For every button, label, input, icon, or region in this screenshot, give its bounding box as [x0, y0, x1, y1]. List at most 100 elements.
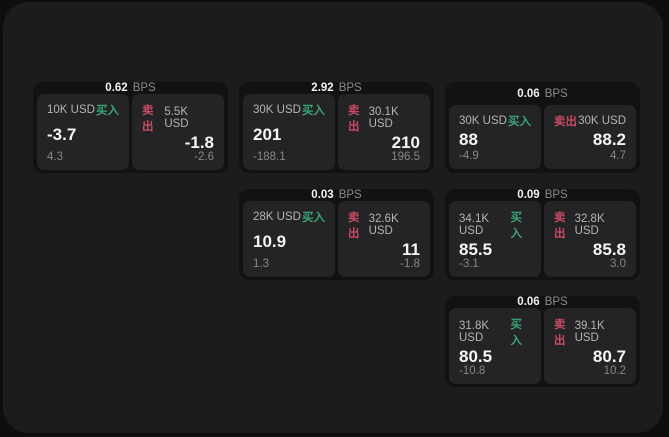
buy-delta: 4.3 — [47, 151, 63, 163]
sell-quote-tile[interactable]: 卖出 39.1K USD 80.7 10.2 — [544, 308, 636, 384]
sell-delta: -2.6 — [194, 151, 214, 163]
sell-label: 卖出 — [554, 116, 577, 128]
sell-amount: 30.1K USD — [368, 106, 399, 130]
buy-price: 88 — [459, 130, 478, 149]
buy-delta: -4.9 — [459, 150, 479, 162]
buy-delta: -3.1 — [459, 258, 479, 270]
buy-amount: 31.8K USD — [459, 320, 490, 344]
bps-unit: BPS — [544, 189, 568, 201]
card-body: 34.1K USD 买入 85.5 -3.1 卖出 32.8K USD 85.8… — [445, 201, 640, 281]
buy-quote-tile[interactable]: 28K USD 买入 10.9 1.3 — [243, 201, 335, 277]
quote-card-2: 2.92 BPS 30K USD 买入 201 -188.1 卖出 30.1K … — [239, 82, 434, 173]
buy-price: 201 — [253, 125, 282, 144]
buy-amount: 30K USD — [459, 115, 507, 127]
buy-quote-tile[interactable]: 31.8K USD 买入 80.5 -10.8 — [449, 308, 541, 384]
quote-card-6: 0.06 BPS 31.8K USD 买入 80.5 -10.8 卖出 39.1… — [445, 296, 640, 387]
main-panel: 0.62 BPS 10K USD 买入 -3.7 4.3 卖出 5.5K USD — [3, 2, 663, 433]
buy-label: 买入 — [302, 105, 325, 117]
buy-price: 80.5 — [459, 347, 493, 366]
bps-unit: BPS — [338, 82, 362, 94]
sell-price: 11 — [402, 240, 420, 259]
sell-price: 85.8 — [592, 240, 626, 259]
buy-quote-tile[interactable]: 10K USD 买入 -3.7 4.3 — [37, 94, 129, 170]
sell-amount: 30K USD — [578, 115, 626, 127]
buy-tile-top: 34.1K USD 买入 — [459, 209, 531, 241]
bps-value: 0.03 — [311, 189, 334, 201]
bps-value: 0.06 — [517, 87, 540, 100]
bps-unit: BPS — [544, 87, 568, 100]
buy-amount: 34.1K USD — [459, 213, 490, 237]
sell-tile-top: 卖出 32.6K USD — [348, 209, 420, 241]
sell-quote-tile[interactable]: 卖出 32.6K USD 11 -1.8 — [338, 201, 430, 277]
card-header: 0.06 BPS — [445, 82, 640, 105]
card-header: 0.06 BPS — [445, 296, 640, 308]
sell-delta: 196.5 — [391, 151, 420, 163]
sell-tile-top: 卖出 32.8K USD — [554, 209, 626, 241]
card-body: 31.8K USD 买入 80.5 -10.8 卖出 39.1K USD 80.… — [445, 308, 640, 388]
bps-value: 0.09 — [517, 189, 540, 201]
sell-price: -1.8 — [184, 133, 214, 152]
buy-price: 85.5 — [459, 240, 493, 259]
card-header: 0.62 BPS — [33, 82, 228, 94]
quotes-grid: 0.62 BPS 10K USD 买入 -3.7 4.3 卖出 5.5K USD — [33, 82, 640, 387]
sell-label: 卖出 — [348, 105, 360, 133]
sell-price: 80.7 — [592, 347, 626, 366]
card-header: 0.09 BPS — [445, 189, 640, 201]
bps-value: 0.62 — [105, 82, 128, 94]
buy-quote-tile[interactable]: 30K USD 买入 88 -4.9 — [449, 105, 541, 169]
buy-label: 买入 — [510, 319, 522, 347]
sell-amount: 32.6K USD — [368, 213, 399, 237]
buy-tile-top: 30K USD 买入 — [253, 102, 325, 118]
buy-tile-top: 31.8K USD 买入 — [459, 316, 531, 348]
buy-amount: 10K USD — [47, 104, 95, 116]
sell-label: 卖出 — [348, 212, 360, 240]
sell-price: 88.2 — [592, 130, 626, 149]
card-body: 10K USD 买入 -3.7 4.3 卖出 5.5K USD -1.8 -2.… — [33, 94, 228, 174]
sell-quote-tile[interactable]: 卖出 5.5K USD -1.8 -2.6 — [132, 94, 224, 170]
sell-tile-top: 卖出 39.1K USD — [554, 316, 626, 348]
quote-card-4: 0.03 BPS 28K USD 买入 10.9 1.3 卖出 32.6K US… — [239, 189, 434, 280]
buy-quote-tile[interactable]: 30K USD 买入 201 -188.1 — [243, 94, 335, 170]
card-body: 30K USD 买入 201 -188.1 卖出 30.1K USD 210 1… — [239, 94, 434, 174]
buy-amount: 30K USD — [253, 104, 301, 116]
buy-amount: 28K USD — [253, 211, 301, 223]
sell-delta: 4.7 — [610, 150, 626, 162]
buy-price: 10.9 — [253, 232, 287, 251]
sell-quote-tile[interactable]: 卖出 30K USD 88.2 4.7 — [544, 105, 636, 169]
sell-quote-tile[interactable]: 卖出 32.8K USD 85.8 3.0 — [544, 201, 636, 277]
quote-card-5: 0.09 BPS 34.1K USD 买入 85.5 -3.1 卖出 32.8K… — [445, 189, 640, 280]
quote-card-1: 0.62 BPS 10K USD 买入 -3.7 4.3 卖出 5.5K USD — [33, 82, 228, 173]
buy-label: 买入 — [302, 212, 325, 224]
sell-quote-tile[interactable]: 卖出 30.1K USD 210 196.5 — [338, 94, 430, 170]
sell-tile-top: 卖出 30K USD — [554, 113, 626, 129]
buy-delta: -188.1 — [253, 151, 286, 163]
bps-value: 2.92 — [311, 82, 334, 94]
buy-tile-top: 28K USD 买入 — [253, 209, 325, 225]
sell-label: 卖出 — [142, 105, 154, 133]
buy-price: -3.7 — [47, 125, 77, 144]
sell-label: 卖出 — [554, 212, 566, 240]
sell-tile-top: 卖出 30.1K USD — [348, 102, 420, 134]
bps-unit: BPS — [338, 189, 362, 201]
bps-value: 0.06 — [517, 296, 540, 308]
card-header: 2.92 BPS — [239, 82, 434, 94]
buy-tile-top: 30K USD 买入 — [459, 113, 531, 129]
quote-card-3: 0.06 BPS 30K USD 买入 88 -4.9 卖出 30K USD — [445, 82, 640, 173]
buy-quote-tile[interactable]: 34.1K USD 买入 85.5 -3.1 — [449, 201, 541, 277]
buy-label: 买入 — [96, 105, 119, 117]
sell-delta: -1.8 — [400, 258, 420, 270]
sell-amount: 5.5K USD — [164, 106, 189, 130]
sell-tile-top: 卖出 5.5K USD — [142, 102, 214, 134]
sell-delta: 10.2 — [603, 365, 626, 377]
sell-delta: 3.0 — [610, 258, 626, 270]
sell-amount: 39.1K USD — [574, 320, 605, 344]
card-body: 30K USD 买入 88 -4.9 卖出 30K USD 88.2 4.7 — [445, 105, 640, 173]
card-header: 0.03 BPS — [239, 189, 434, 201]
sell-label: 卖出 — [554, 319, 566, 347]
buy-delta: 1.3 — [253, 258, 269, 270]
bps-unit: BPS — [544, 296, 568, 308]
bps-unit: BPS — [132, 82, 156, 94]
buy-delta: -10.8 — [459, 365, 486, 377]
buy-tile-top: 10K USD 买入 — [47, 102, 119, 118]
sell-price: 210 — [391, 133, 420, 152]
